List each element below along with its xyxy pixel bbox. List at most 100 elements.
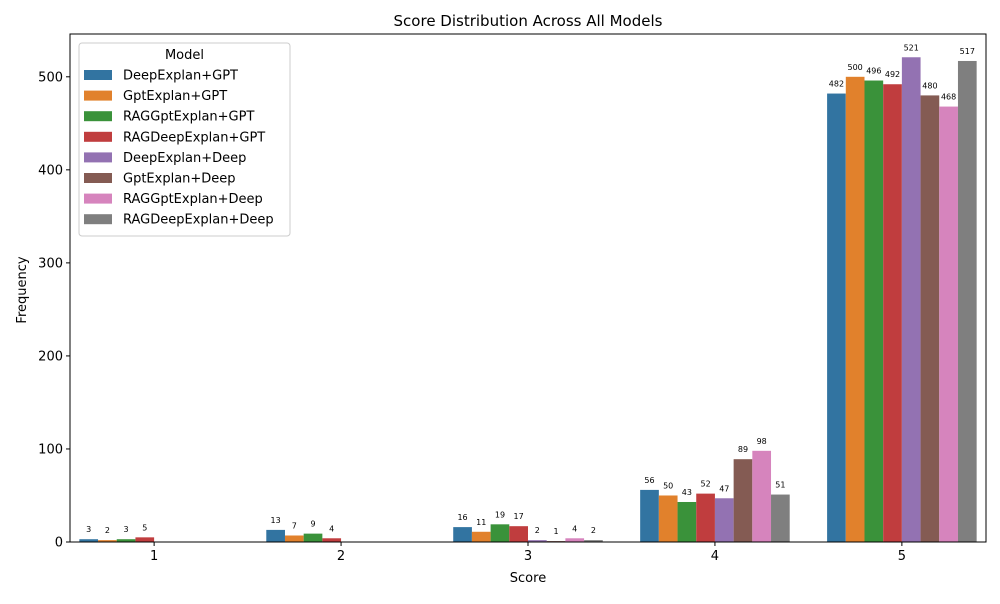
bar-gptexplan-gpt-score-1 (98, 540, 117, 542)
bar-raggptexplan-gpt-score-1 (116, 539, 136, 542)
x-tick-label: 1 (150, 549, 158, 564)
x-tick-label: 3 (524, 549, 532, 564)
bar-raggptexplan-deep-score-5 (939, 106, 958, 542)
legend-entry-label: GptExplan+GPT (123, 89, 227, 104)
bar-value-label: 19 (495, 510, 505, 519)
bar-raggptexplan-gpt-score-5 (864, 80, 884, 543)
bar-deepexplan-gpt-score-1 (79, 539, 99, 542)
bar-value-label: 480 (922, 81, 937, 90)
y-axis-label: Frequency (15, 256, 30, 323)
bar-ragdeepexplan-gpt-score-3 (509, 526, 528, 542)
chart-title: Score Distribution Across All Models (394, 12, 663, 30)
bar-value-label: 500 (847, 63, 862, 72)
legend-entry-label: DeepExplan+Deep (123, 151, 246, 166)
bar-value-label: 16 (457, 513, 467, 522)
y-tick-label: 100 (38, 442, 63, 457)
bar-raggptexplan-deep-score-4 (752, 450, 772, 542)
legend-entry-label: RAGGptExplan+Deep (123, 192, 263, 207)
legend-swatch (84, 193, 112, 204)
bar-value-label: 47 (719, 484, 729, 493)
bar-value-label: 5 (142, 523, 147, 532)
bar-raggptexplan-gpt-score-4 (677, 501, 697, 542)
x-tick-label: 4 (711, 549, 719, 564)
bar-value-label: 56 (644, 476, 654, 485)
bar-value-label: 43 (682, 488, 692, 497)
bar-value-label: 4 (572, 524, 577, 533)
bar-value-label: 482 (829, 80, 844, 89)
bar-value-label: 4 (329, 524, 334, 533)
legend-entry-label: RAGDeepExplan+Deep (123, 213, 274, 228)
bar-value-label: 52 (700, 480, 710, 489)
bar-ragdeepexplan-gpt-score-2 (322, 538, 342, 542)
bar-value-label: 492 (885, 70, 900, 79)
y-tick-label: 200 (38, 349, 63, 364)
bar-ragdeepexplan-deep-score-5 (957, 60, 977, 542)
bar-value-label: 496 (866, 67, 881, 76)
bar-gptexplan-gpt-score-3 (471, 531, 491, 542)
legend-entry-label: RAGGptExplan+GPT (123, 110, 254, 125)
bar-value-label: 517 (960, 47, 975, 56)
bar-value-label: 521 (904, 43, 919, 52)
bar-deepexplan-deep-score-5 (901, 57, 921, 542)
y-tick-label: 300 (38, 256, 63, 271)
y-tick-label: 500 (38, 70, 63, 85)
bar-value-label: 50 (663, 481, 673, 490)
legend-swatch (84, 152, 112, 163)
bar-gptexplan-gpt-score-5 (845, 76, 865, 543)
value-labels-layer: 3 13 16 56 482 2 7 11 50 500 3 9 19 43 496 5 4 17 52 492 2 47… (86, 43, 975, 536)
bar-raggptexplan-gpt-score-2 (303, 533, 323, 542)
legend-entry-label: RAGDeepExplan+GPT (123, 130, 265, 145)
bar-ragdeepexplan-deep-score-4 (771, 494, 790, 542)
bar-value-label: 13 (271, 516, 281, 525)
bar-deepexplan-gpt-score-3 (453, 527, 472, 542)
bar-value-label: 51 (775, 481, 785, 490)
bar-deepexplan-gpt-score-2 (266, 529, 285, 542)
bar-value-label: 2 (591, 526, 596, 535)
axes-layer: 0 100 200 300 400 500 1 2 3 4 5 (38, 33, 987, 564)
bar-value-label: 17 (514, 512, 524, 521)
bars-layer (79, 57, 977, 543)
bar-ragdeepexplan-gpt-score-5 (883, 84, 902, 543)
bar-gptexplan-deep-score-4 (733, 459, 753, 542)
legend-title: Model (165, 48, 204, 63)
legend-entry-label: DeepExplan+GPT (123, 69, 238, 84)
bar-raggptexplan-deep-score-3 (565, 538, 585, 542)
y-tick-label: 400 (38, 163, 63, 178)
y-tick-label: 0 (55, 536, 63, 551)
bar-ragdeepexplan-gpt-score-1 (135, 537, 155, 542)
bar-deepexplan-deep-score-4 (714, 498, 734, 542)
x-tick-label: 5 (898, 549, 906, 564)
bar-value-label: 11 (476, 518, 486, 527)
bar-gptexplan-deep-score-5 (920, 95, 940, 542)
x-axis-label: Score (510, 571, 546, 586)
bar-deepexplan-gpt-score-5 (827, 93, 846, 543)
bar-value-label: 3 (86, 525, 91, 534)
bar-gptexplan-gpt-score-2 (284, 535, 304, 542)
bar-deepexplan-gpt-score-4 (640, 489, 659, 542)
bar-value-label: 98 (757, 437, 767, 446)
bar-value-label: 1 (553, 527, 558, 536)
bar-value-label: 2 (535, 526, 540, 535)
legend-entry-label: GptExplan+Deep (123, 172, 236, 187)
legend-swatch (84, 214, 112, 225)
bar-ragdeepexplan-deep-score-3 (584, 540, 603, 542)
bar-value-label: 9 (310, 520, 315, 529)
legend-box (78, 42, 291, 237)
bar-gptexplan-gpt-score-4 (658, 495, 678, 542)
bar-value-label: 468 (941, 93, 956, 102)
legend-swatch (84, 173, 112, 183)
bar-value-label: 7 (292, 521, 297, 530)
legend: Model DeepExplan+GPT GptExplan+GPT RAGGptEx… (78, 42, 291, 237)
bar-raggptexplan-gpt-score-3 (490, 524, 510, 542)
legend-swatch (84, 70, 112, 80)
bar-ragdeepexplan-gpt-score-4 (696, 493, 715, 542)
legend-swatch (84, 90, 112, 101)
bar-deepexplan-deep-score-3 (528, 540, 547, 542)
x-tick-label: 2 (337, 549, 345, 564)
bar-value-label: 89 (738, 445, 748, 454)
bar-value-label: 3 (124, 525, 129, 534)
legend-swatch (84, 131, 112, 142)
bar-value-label: 2 (105, 526, 110, 535)
